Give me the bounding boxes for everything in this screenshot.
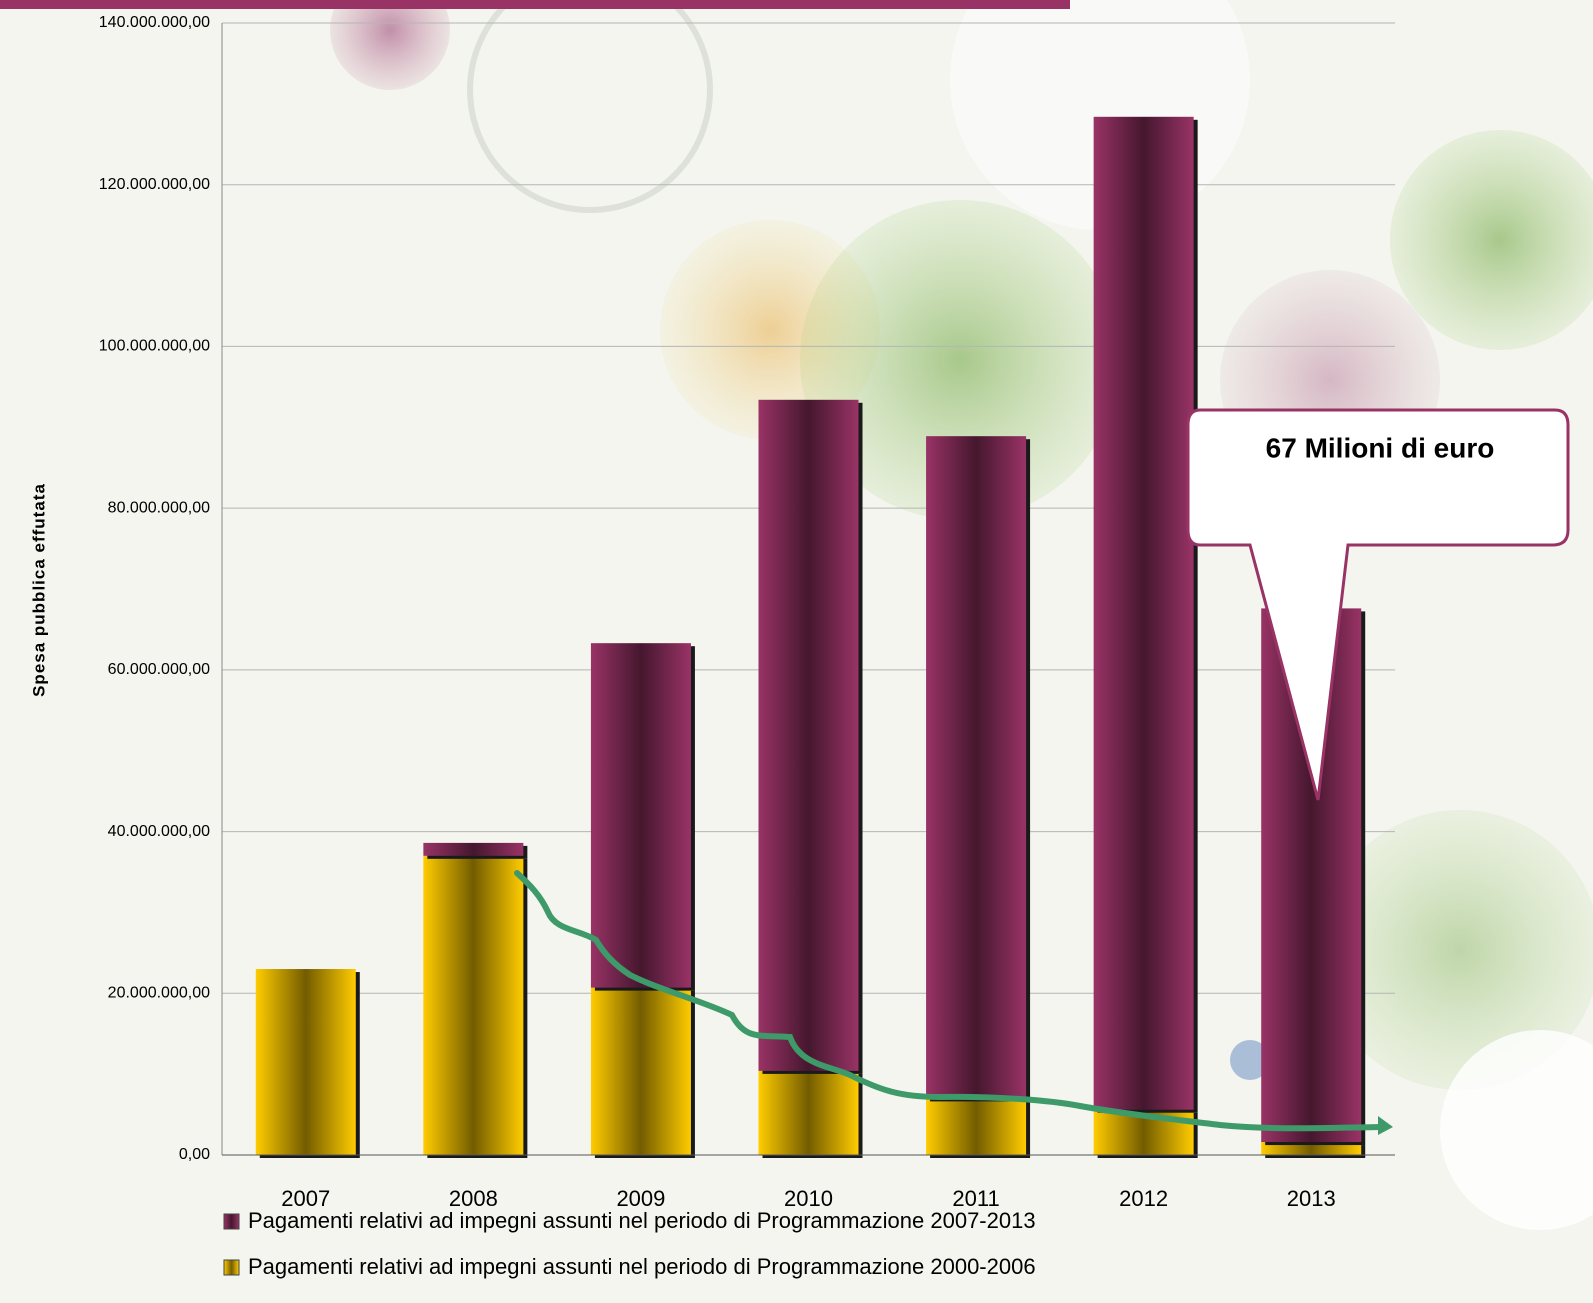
callout <box>1186 408 1570 801</box>
x-tick-label: 2010 <box>784 1186 833 1211</box>
y-tick-label: 20.000.000,00 <box>108 985 210 1002</box>
y-tick-label: 120.000.000,00 <box>99 176 210 193</box>
bar <box>423 842 524 856</box>
bar <box>758 399 859 1071</box>
callout-text: 67 Milioni di euro <box>1266 432 1495 463</box>
x-tick-label: 2009 <box>616 1186 665 1211</box>
y-tick-label: 40.000.000,00 <box>108 823 210 840</box>
trend-line <box>514 870 1383 1132</box>
plot: 0,00 20.000.000,00 40.000.000,00 60.000.000… <box>99 14 1395 1279</box>
bar <box>926 436 1027 1099</box>
bar <box>590 987 691 1155</box>
x-tick-label: 2012 <box>1119 1186 1168 1211</box>
header-band <box>0 0 1070 9</box>
legend-marker <box>223 1213 240 1230</box>
bar <box>590 643 691 988</box>
legend-label: Pagamenti relativi ad impegni assunti ne… <box>248 1208 1036 1233</box>
trend-arrow <box>1378 1116 1393 1135</box>
legend-marker <box>223 1259 240 1276</box>
bar <box>1261 1142 1362 1155</box>
bar <box>423 855 524 1155</box>
x-tick-label: 2011 <box>952 1186 999 1211</box>
legend-label: Pagamenti relativi ad impegni assunti ne… <box>248 1254 1036 1279</box>
bar <box>758 1070 859 1155</box>
x-tick-label: 2007 <box>281 1186 330 1211</box>
x-tick-label: 2008 <box>449 1186 498 1211</box>
bar <box>255 969 356 1155</box>
y-tick-label: 60.000.000,00 <box>108 661 210 678</box>
y-tick-label: 0,00 <box>179 1146 210 1163</box>
y-tick-label: 80.000.000,00 <box>108 499 210 516</box>
y-tick-label: 100.000.000,00 <box>99 338 210 355</box>
bar <box>1093 116 1194 1110</box>
x-tick-label: 2013 <box>1287 1186 1336 1211</box>
bar <box>926 1098 1027 1155</box>
y-tick-label: 140.000.000,00 <box>99 14 210 31</box>
y-axis-label: Spesa pubblica effutata <box>29 483 48 697</box>
